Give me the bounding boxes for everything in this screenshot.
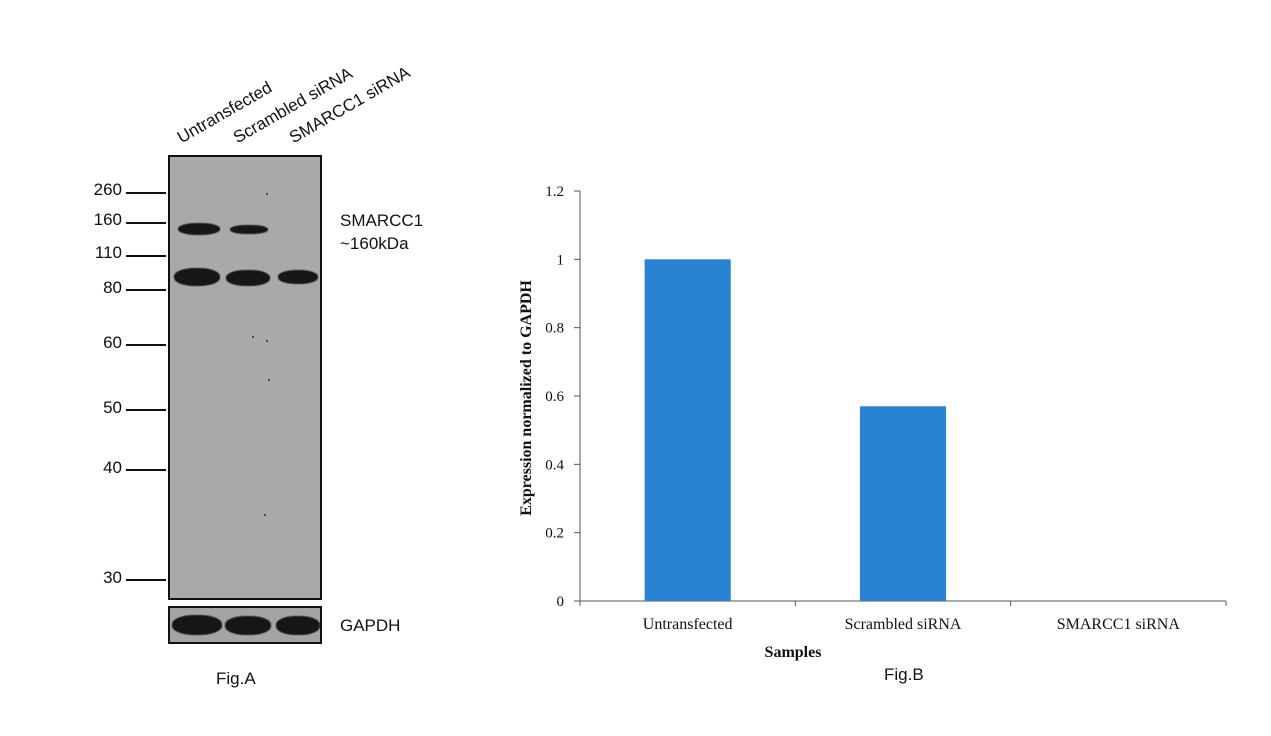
- y-tick-label: 1: [557, 252, 565, 268]
- gapdh-label: GAPDH: [340, 616, 401, 635]
- blot-speck: [264, 514, 266, 516]
- x-tick-label: Scrambled siRNA: [845, 616, 962, 633]
- band-gapdh-lane3: [276, 616, 320, 635]
- fig-a-label: Fig.A: [216, 669, 256, 688]
- blot-speck: [266, 193, 268, 195]
- mw-tick-160: [126, 222, 166, 224]
- x-axis-title: Samples: [765, 644, 822, 661]
- mw-label-80: 80: [103, 278, 122, 297]
- y-tick-label: 0.4: [545, 457, 564, 473]
- y-axis-title: Expression normalized to GAPDH: [518, 280, 535, 516]
- y-tick-label: 1.2: [545, 184, 564, 200]
- mw-label-60: 60: [103, 333, 122, 352]
- mw-label-30: 30: [103, 568, 122, 587]
- target-label-size: ~160kDa: [340, 234, 409, 253]
- mw-label-50: 50: [103, 398, 122, 417]
- blot-membrane: [168, 155, 322, 600]
- mw-tick-50: [126, 409, 166, 411]
- fig-b-label: Fig.B: [884, 665, 924, 684]
- bar-1: [644, 259, 731, 601]
- target-label-name: SMARCC1: [340, 211, 424, 230]
- band-smarcc1-lane2: [230, 225, 268, 234]
- band-80kda-lane1: [174, 268, 220, 286]
- mw-tick-40: [126, 469, 166, 471]
- x-tick-label: SMARCC1 siRNA: [1057, 616, 1181, 633]
- x-tick-label: Untransfected: [643, 616, 733, 633]
- mw-label-260: 260: [93, 180, 122, 199]
- band-gapdh-lane2: [225, 616, 271, 635]
- mw-label-40: 40: [103, 458, 122, 477]
- y-tick-label: 0: [557, 594, 565, 610]
- mw-tick-110: [126, 255, 166, 257]
- mw-label-110: 110: [94, 243, 122, 262]
- band-smarcc1-lane1: [178, 223, 220, 235]
- gapdh-strip: [168, 606, 322, 644]
- mw-tick-30: [126, 579, 166, 581]
- blot-speck: [266, 340, 268, 342]
- blot-speck: [268, 379, 270, 381]
- mw-tick-260: [126, 192, 166, 194]
- y-tick-label: 0.2: [545, 526, 564, 542]
- y-tick-label: 0.6: [545, 389, 564, 405]
- blot-speck: [252, 336, 254, 338]
- band-80kda-lane2: [226, 270, 270, 286]
- mw-label-160: 160: [93, 210, 122, 229]
- mw-tick-60: [126, 344, 166, 346]
- mw-tick-80: [126, 289, 166, 291]
- band-gapdh-lane1: [172, 615, 222, 635]
- y-tick-label: 0.8: [545, 321, 564, 337]
- band-80kda-lane3: [278, 270, 318, 284]
- bar-2: [859, 406, 947, 601]
